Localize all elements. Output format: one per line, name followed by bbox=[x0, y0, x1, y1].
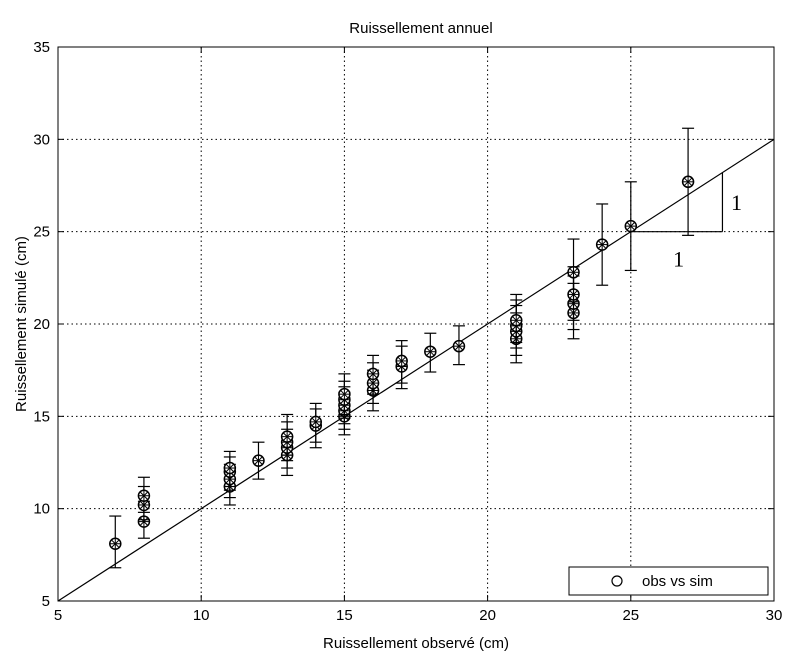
data-point bbox=[452, 325, 466, 366]
data-point bbox=[595, 203, 609, 286]
data-marker-cross-d2 bbox=[283, 432, 291, 441]
y-tick-label: 5 bbox=[42, 593, 50, 610]
data-marker-cross-d2 bbox=[140, 491, 148, 500]
data-marker-cross-d2 bbox=[626, 222, 635, 230]
y-tick-label: 35 bbox=[33, 39, 50, 56]
y-tick-label: 15 bbox=[33, 408, 50, 425]
data-marker-cross-d2 bbox=[225, 464, 234, 472]
data-point bbox=[252, 441, 265, 480]
data-marker-cross-d2 bbox=[311, 418, 320, 426]
data-point bbox=[223, 450, 237, 488]
x-tick-label: 20 bbox=[479, 607, 496, 624]
legend-box bbox=[568, 566, 769, 596]
y-tick-label: 10 bbox=[33, 501, 50, 518]
data-point bbox=[424, 332, 437, 373]
axis-ticks: 5 10 15 20 25 30 5 10 15 20 25 30 35 bbox=[33, 39, 782, 624]
data-marker-cross-d2 bbox=[111, 539, 120, 548]
data-point bbox=[309, 402, 323, 443]
x-tick-label: 25 bbox=[622, 607, 639, 624]
reference-line bbox=[57, 138, 775, 602]
x-tick-label: 30 bbox=[766, 607, 783, 624]
data-marker-cross-d2 bbox=[426, 347, 435, 356]
data-marker-cross-d2 bbox=[684, 177, 692, 186]
data-marker-cross-d2 bbox=[369, 370, 377, 378]
x-tick-label: 5 bbox=[54, 607, 62, 624]
data-point bbox=[109, 515, 122, 569]
chart-title: Ruissellement annuel bbox=[349, 20, 492, 37]
y-tick-label: 30 bbox=[33, 131, 50, 148]
data-point bbox=[280, 413, 294, 456]
data-marker-cross-d2 bbox=[455, 342, 463, 351]
data-marker-cross-d2 bbox=[397, 357, 406, 365]
data-marker-cross-d2 bbox=[512, 316, 521, 325]
legend-label: obs vs sim bbox=[642, 573, 713, 590]
data-marker-cross-d2 bbox=[254, 456, 263, 465]
reference-line-group bbox=[57, 138, 775, 602]
x-axis-label: Ruissellement observé (cm) bbox=[323, 635, 509, 652]
data-point bbox=[681, 127, 695, 236]
data-point bbox=[366, 354, 380, 395]
x-tick-label: 15 bbox=[336, 607, 353, 624]
slope-label-vertical: 1 bbox=[731, 190, 742, 215]
slope-triangle: 11 bbox=[630, 172, 742, 272]
data-point bbox=[395, 340, 408, 384]
y-tick-label: 20 bbox=[33, 316, 50, 333]
slope-label-horizontal: 1 bbox=[673, 247, 684, 272]
data-marker-cross-d2 bbox=[340, 390, 349, 399]
data-point bbox=[338, 373, 351, 416]
data-point bbox=[509, 293, 523, 344]
data-point bbox=[567, 238, 580, 303]
legend: obs vs sim bbox=[568, 566, 769, 596]
legend-marker-icon bbox=[611, 575, 623, 587]
x-tick-label: 10 bbox=[193, 607, 210, 624]
data-marker-cross-d2 bbox=[598, 240, 607, 249]
y-axis-label: Ruissellement simulé (cm) bbox=[13, 236, 30, 412]
data-series bbox=[109, 127, 695, 569]
y-tick-label: 25 bbox=[33, 224, 50, 241]
data-point bbox=[137, 476, 151, 513]
data-marker-cross-d2 bbox=[569, 268, 578, 277]
